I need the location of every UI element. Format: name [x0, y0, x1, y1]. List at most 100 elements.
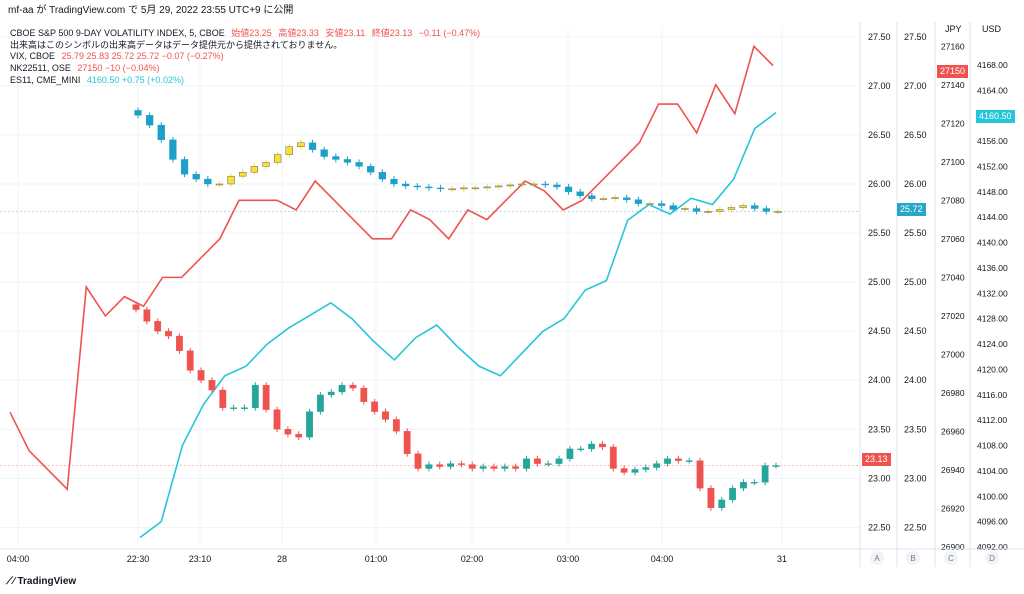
vix-candle [250, 166, 258, 173]
usd-axis-header: USD [982, 24, 1002, 34]
vix9d-candle [143, 309, 151, 322]
time-tick-label: 03:00 [557, 554, 580, 564]
vix9d-candle [392, 419, 400, 432]
jpy-tick-label: 27120 [941, 118, 965, 128]
vix9d-candle [154, 321, 162, 332]
legend-nk[interactable]: NK22511, OSE 27150 −10 (−0.04%) [10, 63, 163, 73]
vix9d-candle [262, 384, 270, 410]
legend-vix9d-close: 終値23.13 [371, 28, 413, 38]
vix-candle [588, 195, 596, 199]
vix-candle [297, 142, 305, 147]
vix9d-candle [479, 466, 487, 469]
vix-candle [157, 124, 165, 141]
vix9d-candle [349, 384, 357, 389]
legend-vix[interactable]: VIX, CBOE 25.79 25.83 25.72 25.72 −0.07 … [10, 51, 228, 61]
vix-candle [774, 211, 782, 213]
vix-candle [553, 184, 561, 188]
vix9d-candle [609, 446, 617, 469]
vix9d-candle [317, 394, 324, 412]
scale-button [985, 551, 999, 565]
vix9d-tick-label: 24.00 [868, 375, 891, 385]
vix9d-candle [631, 469, 639, 473]
vix-candle [413, 185, 421, 188]
jpy-tick-label: 27040 [941, 272, 965, 282]
vix9d-candle [761, 465, 769, 483]
time-tick-label: 01:00 [365, 554, 388, 564]
time-tick-label: 23:10 [189, 554, 212, 564]
vix-candle [599, 198, 608, 200]
jpy-tick-label: 27100 [941, 157, 965, 167]
legend-nk-values: 27150 −10 (−0.04%) [77, 63, 160, 73]
vix9d-candle [284, 429, 292, 435]
vix9d-candle [436, 464, 444, 467]
vix9d-candle [772, 465, 780, 467]
vix-candle [204, 178, 212, 185]
vix9d-candle [577, 448, 585, 451]
tradingview-logo[interactable]: ⟋⁄ TradingView [6, 576, 76, 587]
legend-vix9d-name: CBOE S&P 500 9-DAY VOLATILITY INDEX, 5, … [10, 28, 225, 38]
time-tick-label: 22:30 [127, 554, 150, 564]
time-tick-label: 02:00 [461, 554, 484, 564]
usd-tick-label: 4124.00 [977, 339, 1008, 349]
vix-candle [541, 183, 549, 186]
es11-line-path [139, 111, 777, 539]
legend-vix9d[interactable]: CBOE S&P 500 9-DAY VOLATILITY INDEX, 5, … [10, 26, 484, 39]
vix9d-candle [599, 443, 606, 448]
vix-tick-label: 24.50 [904, 326, 927, 336]
es-price-tag: 4160.50 [976, 110, 1015, 123]
legend-nk-name: NK22511, OSE [10, 63, 71, 73]
time-tick-label: 31 [777, 554, 787, 564]
vix-candle [227, 175, 235, 185]
vix-candle [390, 178, 398, 185]
vix9d-candle [490, 466, 498, 469]
vix9d-candle [186, 350, 194, 371]
vix9d-candle [555, 458, 563, 464]
vix9d-candle [707, 487, 715, 508]
legend-vix-values: 25.79 25.83 25.72 25.72 −0.07 (−0.27%) [61, 51, 224, 61]
vix9d-candle [219, 389, 227, 408]
vix-candle [460, 187, 468, 190]
jpy-tick-label: 26960 [941, 426, 965, 436]
legend-vix9d-high: 高値23.33 [278, 28, 319, 38]
legend-vix9d-low: 安値23.11 [325, 28, 366, 38]
legend-volume-note: 出来高はこのシンボルの出来高データはデータ提供元から提供されておりません。 [10, 38, 346, 51]
scale-button-label: A [874, 554, 880, 563]
vix9d-candle [750, 482, 758, 484]
scale-button-label: B [910, 554, 915, 563]
usd-tick-label: 4112.00 [977, 415, 1007, 425]
legend-es[interactable]: ES11, CME_MINI 4160.50 +0.75 (+0.02%) [10, 75, 188, 85]
vix-tick-label: 23.00 [904, 473, 927, 483]
vix9d-candle [685, 460, 693, 462]
vix9d-candle [360, 387, 368, 402]
vix9d-tick-label: 27.50 [868, 32, 891, 42]
vix9d-tick-label: 24.50 [868, 326, 891, 336]
jpy-tick-label: 26920 [941, 503, 965, 513]
vix-candle [436, 187, 445, 190]
vix-candle [146, 115, 154, 126]
vix9d-candle [447, 463, 454, 467]
vix9d-candle [729, 487, 737, 501]
usd-tick-label: 4132.00 [977, 288, 1008, 298]
price-chart[interactable]: 27.50 27.50 27.00 27.00 26.50 26.50 26.00 26.00… [0, 22, 1024, 572]
vix9d-candle [251, 384, 259, 408]
vix-candle [343, 159, 352, 163]
grid-lines [0, 27, 860, 547]
price-axes: 27.50 27.50 27.00 27.00 26.50 26.50 26.00 26.00… [0, 22, 1024, 567]
vix-candle [716, 209, 724, 212]
nk22511-line [9, 44, 774, 492]
vix-candle [471, 187, 480, 190]
vix9d-candle [501, 466, 509, 469]
usd-tick-label: 4156.00 [977, 136, 1008, 146]
usd-tick-label: 4136.00 [977, 263, 1008, 273]
vix9d-candle [382, 411, 389, 420]
vix9d-candle [371, 401, 379, 412]
usd-tick-label: 4096.00 [977, 517, 1008, 527]
vix9d-candle [273, 409, 281, 430]
vix-candle [762, 208, 770, 212]
vix-candle [658, 203, 666, 206]
vix9d-tick-label: 23.00 [868, 473, 891, 483]
usd-tick-label: 4152.00 [977, 162, 1008, 172]
vix9d-tick-label: 25.50 [868, 228, 891, 238]
vix9d-candle [740, 482, 747, 489]
jpy-tick-label: 27060 [941, 234, 965, 244]
